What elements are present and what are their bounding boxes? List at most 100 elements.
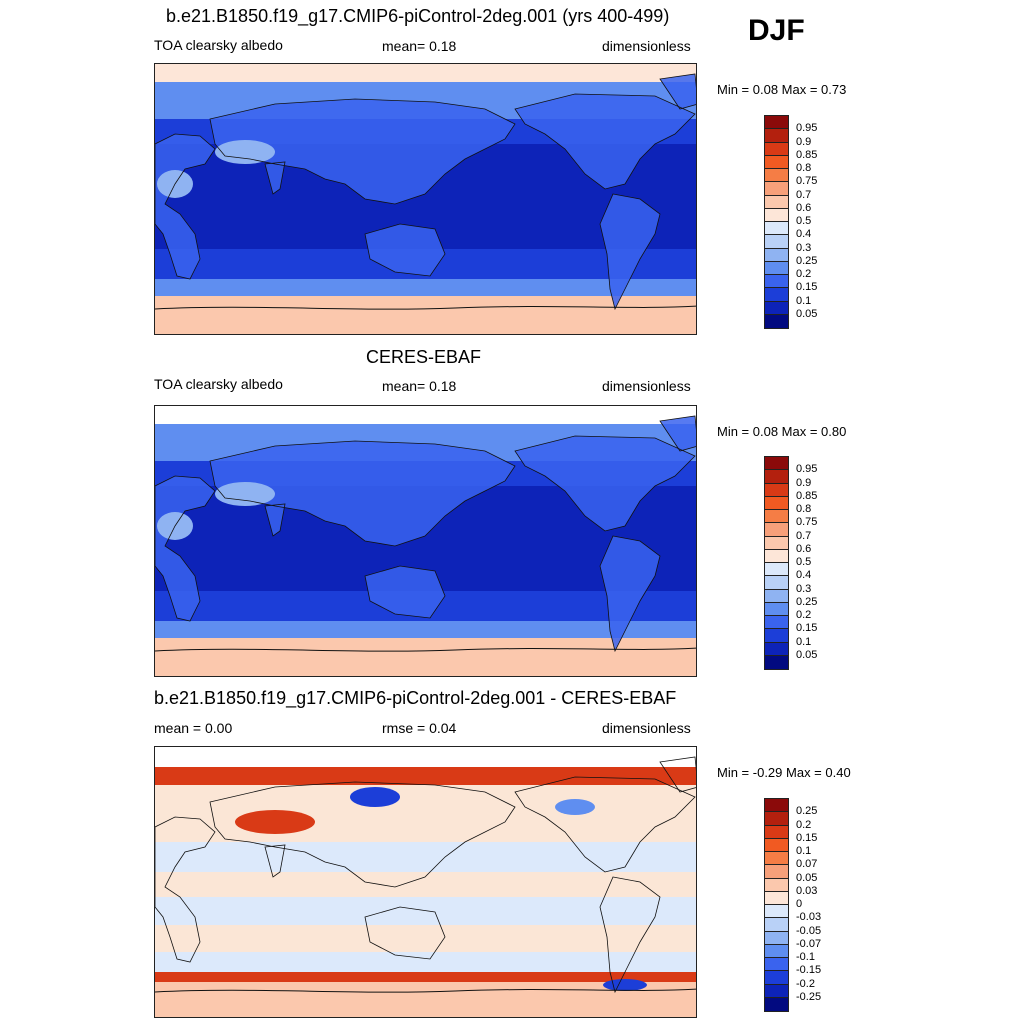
colorbar-swatch bbox=[765, 838, 788, 852]
panel3-title: b.e21.B1850.f19_g17.CMIP6-piControl-2deg… bbox=[154, 688, 677, 708]
colorbar-tick-label: -0.1 bbox=[796, 951, 815, 963]
colorbar-swatch bbox=[765, 825, 788, 839]
colorbar-tick-label: 0.7 bbox=[796, 529, 812, 542]
colorbar-tick-label: -0.15 bbox=[796, 964, 822, 977]
panel2-minmax-label: Min = 0.08 Max = 0.80 bbox=[717, 424, 847, 439]
colorbar-swatch bbox=[765, 275, 788, 289]
panel2-colorbar bbox=[764, 456, 789, 670]
panel2-mean-label: mean= 0.18 bbox=[382, 378, 457, 394]
colorbar-tick-label: 0.15 bbox=[796, 281, 818, 294]
panel1-mean-label: mean= 0.18 bbox=[382, 38, 457, 54]
panel3-mean-label: mean = 0.00 bbox=[154, 720, 233, 736]
colorbar-swatch bbox=[765, 984, 788, 998]
colorbar-tick-label: 0.05 bbox=[796, 307, 818, 320]
colorbar-swatch bbox=[765, 155, 788, 169]
colorbar-tick-label: 0.85 bbox=[796, 148, 818, 161]
panel1-model-map bbox=[154, 63, 697, 335]
panel1-variable-label: TOA clearsky albedo bbox=[154, 37, 283, 53]
colorbar-tick-label: 0.9 bbox=[796, 135, 812, 148]
colorbar-swatch bbox=[765, 261, 788, 275]
colorbar-swatch bbox=[765, 301, 788, 315]
colorbar-swatch bbox=[765, 905, 788, 919]
colorbar-tick-label: -0.07 bbox=[796, 937, 822, 950]
colorbar-swatch bbox=[765, 958, 788, 972]
season-label: DJF bbox=[748, 14, 805, 47]
colorbar-tick-label: 0.95 bbox=[796, 122, 818, 135]
colorbar-swatch bbox=[765, 589, 788, 603]
colorbar-swatch bbox=[765, 222, 788, 236]
panel2-title: CERES-EBAF bbox=[366, 347, 482, 367]
colorbar-swatch bbox=[765, 616, 788, 630]
colorbar-tick-label: 0.05 bbox=[796, 648, 818, 661]
colorbar-tick-label: 0.07 bbox=[796, 858, 818, 871]
colorbar-swatch bbox=[765, 891, 788, 905]
colorbar-swatch bbox=[765, 997, 788, 1011]
colorbar-tick-label: 0.15 bbox=[796, 831, 818, 844]
colorbar-swatch bbox=[765, 208, 788, 222]
colorbar-tick-label: 0.7 bbox=[796, 188, 812, 201]
colorbar-swatch bbox=[765, 576, 788, 590]
colorbar-swatch bbox=[765, 195, 788, 209]
colorbar-tick-label: 0.6 bbox=[796, 201, 812, 214]
colorbar-tick-label: 0.75 bbox=[796, 175, 818, 188]
colorbar-tick-label: -0.25 bbox=[796, 990, 822, 1003]
colorbar-swatch bbox=[765, 878, 788, 892]
map-canvas bbox=[155, 64, 696, 334]
colorbar-swatch bbox=[765, 314, 788, 328]
colorbar-swatch bbox=[765, 799, 788, 813]
panel3-difference-map bbox=[154, 746, 697, 1018]
panel3-minmax-label: Min = -0.29 Max = 0.40 bbox=[717, 765, 851, 780]
colorbar-tick-label: 0.8 bbox=[796, 162, 812, 174]
colorbar-tick-label: 0.3 bbox=[796, 582, 812, 595]
colorbar-swatch bbox=[765, 629, 788, 643]
colorbar-swatch bbox=[765, 642, 788, 656]
colorbar-tick-label: 0.05 bbox=[796, 871, 818, 884]
colorbar-swatch bbox=[765, 182, 788, 196]
colorbar-swatch bbox=[765, 563, 788, 577]
colorbar-tick-label: 0.9 bbox=[796, 476, 812, 489]
colorbar-tick-label: 0.1 bbox=[796, 635, 812, 648]
colorbar-tick-label: 0.5 bbox=[796, 556, 812, 568]
map-canvas bbox=[155, 747, 696, 1017]
panel2-units-label: dimensionless bbox=[602, 378, 691, 394]
colorbar-tick-label: 0.1 bbox=[796, 294, 812, 307]
panel1-units-label: dimensionless bbox=[602, 38, 691, 54]
colorbar-tick-label: 0.5 bbox=[796, 215, 812, 227]
colorbar-tick-label: 0 bbox=[796, 898, 803, 910]
colorbar-swatch bbox=[765, 169, 788, 183]
colorbar-swatch bbox=[765, 142, 788, 156]
colorbar-tick-label: 0.3 bbox=[796, 241, 812, 254]
panel3-colorbar bbox=[764, 798, 789, 1012]
colorbar-tick-label: 0.03 bbox=[796, 884, 818, 897]
colorbar-swatch bbox=[765, 510, 788, 524]
panel1-title: b.e21.B1850.f19_g17.CMIP6-piControl-2deg… bbox=[166, 6, 670, 26]
colorbar-tick-label: 0.25 bbox=[796, 595, 818, 608]
colorbar-swatch bbox=[765, 523, 788, 537]
colorbar-tick-label: 0.25 bbox=[796, 805, 818, 818]
colorbar-tick-label: 0.2 bbox=[796, 609, 812, 621]
map-canvas bbox=[155, 406, 696, 676]
panel3-units-label: dimensionless bbox=[602, 720, 691, 736]
colorbar-swatch bbox=[765, 944, 788, 958]
colorbar-tick-label: 0.6 bbox=[796, 542, 812, 555]
colorbar-swatch bbox=[765, 971, 788, 985]
panel2-variable-label: TOA clearsky albedo bbox=[154, 376, 283, 392]
colorbar-tick-label: -0.05 bbox=[796, 924, 822, 937]
colorbar-swatch bbox=[765, 602, 788, 616]
colorbar-tick-label: 0.4 bbox=[796, 569, 812, 582]
colorbar-swatch bbox=[765, 812, 788, 826]
colorbar-swatch bbox=[765, 116, 788, 130]
colorbar-tick-label: 0.1 bbox=[796, 845, 812, 857]
colorbar-swatch bbox=[765, 852, 788, 866]
panel3-rmse-label: rmse = 0.04 bbox=[382, 720, 457, 736]
colorbar-swatch bbox=[765, 457, 788, 471]
colorbar-swatch bbox=[765, 470, 788, 484]
colorbar-tick-label: 0.75 bbox=[796, 516, 818, 529]
colorbar-swatch bbox=[765, 865, 788, 879]
panel2-observation-map bbox=[154, 405, 697, 677]
colorbar-tick-label: 0.2 bbox=[796, 818, 812, 831]
colorbar-swatch bbox=[765, 655, 788, 669]
panel1-minmax-label: Min = 0.08 Max = 0.73 bbox=[717, 82, 847, 97]
colorbar-tick-label: 0.95 bbox=[796, 463, 818, 476]
colorbar-tick-label: 0.4 bbox=[796, 228, 812, 241]
